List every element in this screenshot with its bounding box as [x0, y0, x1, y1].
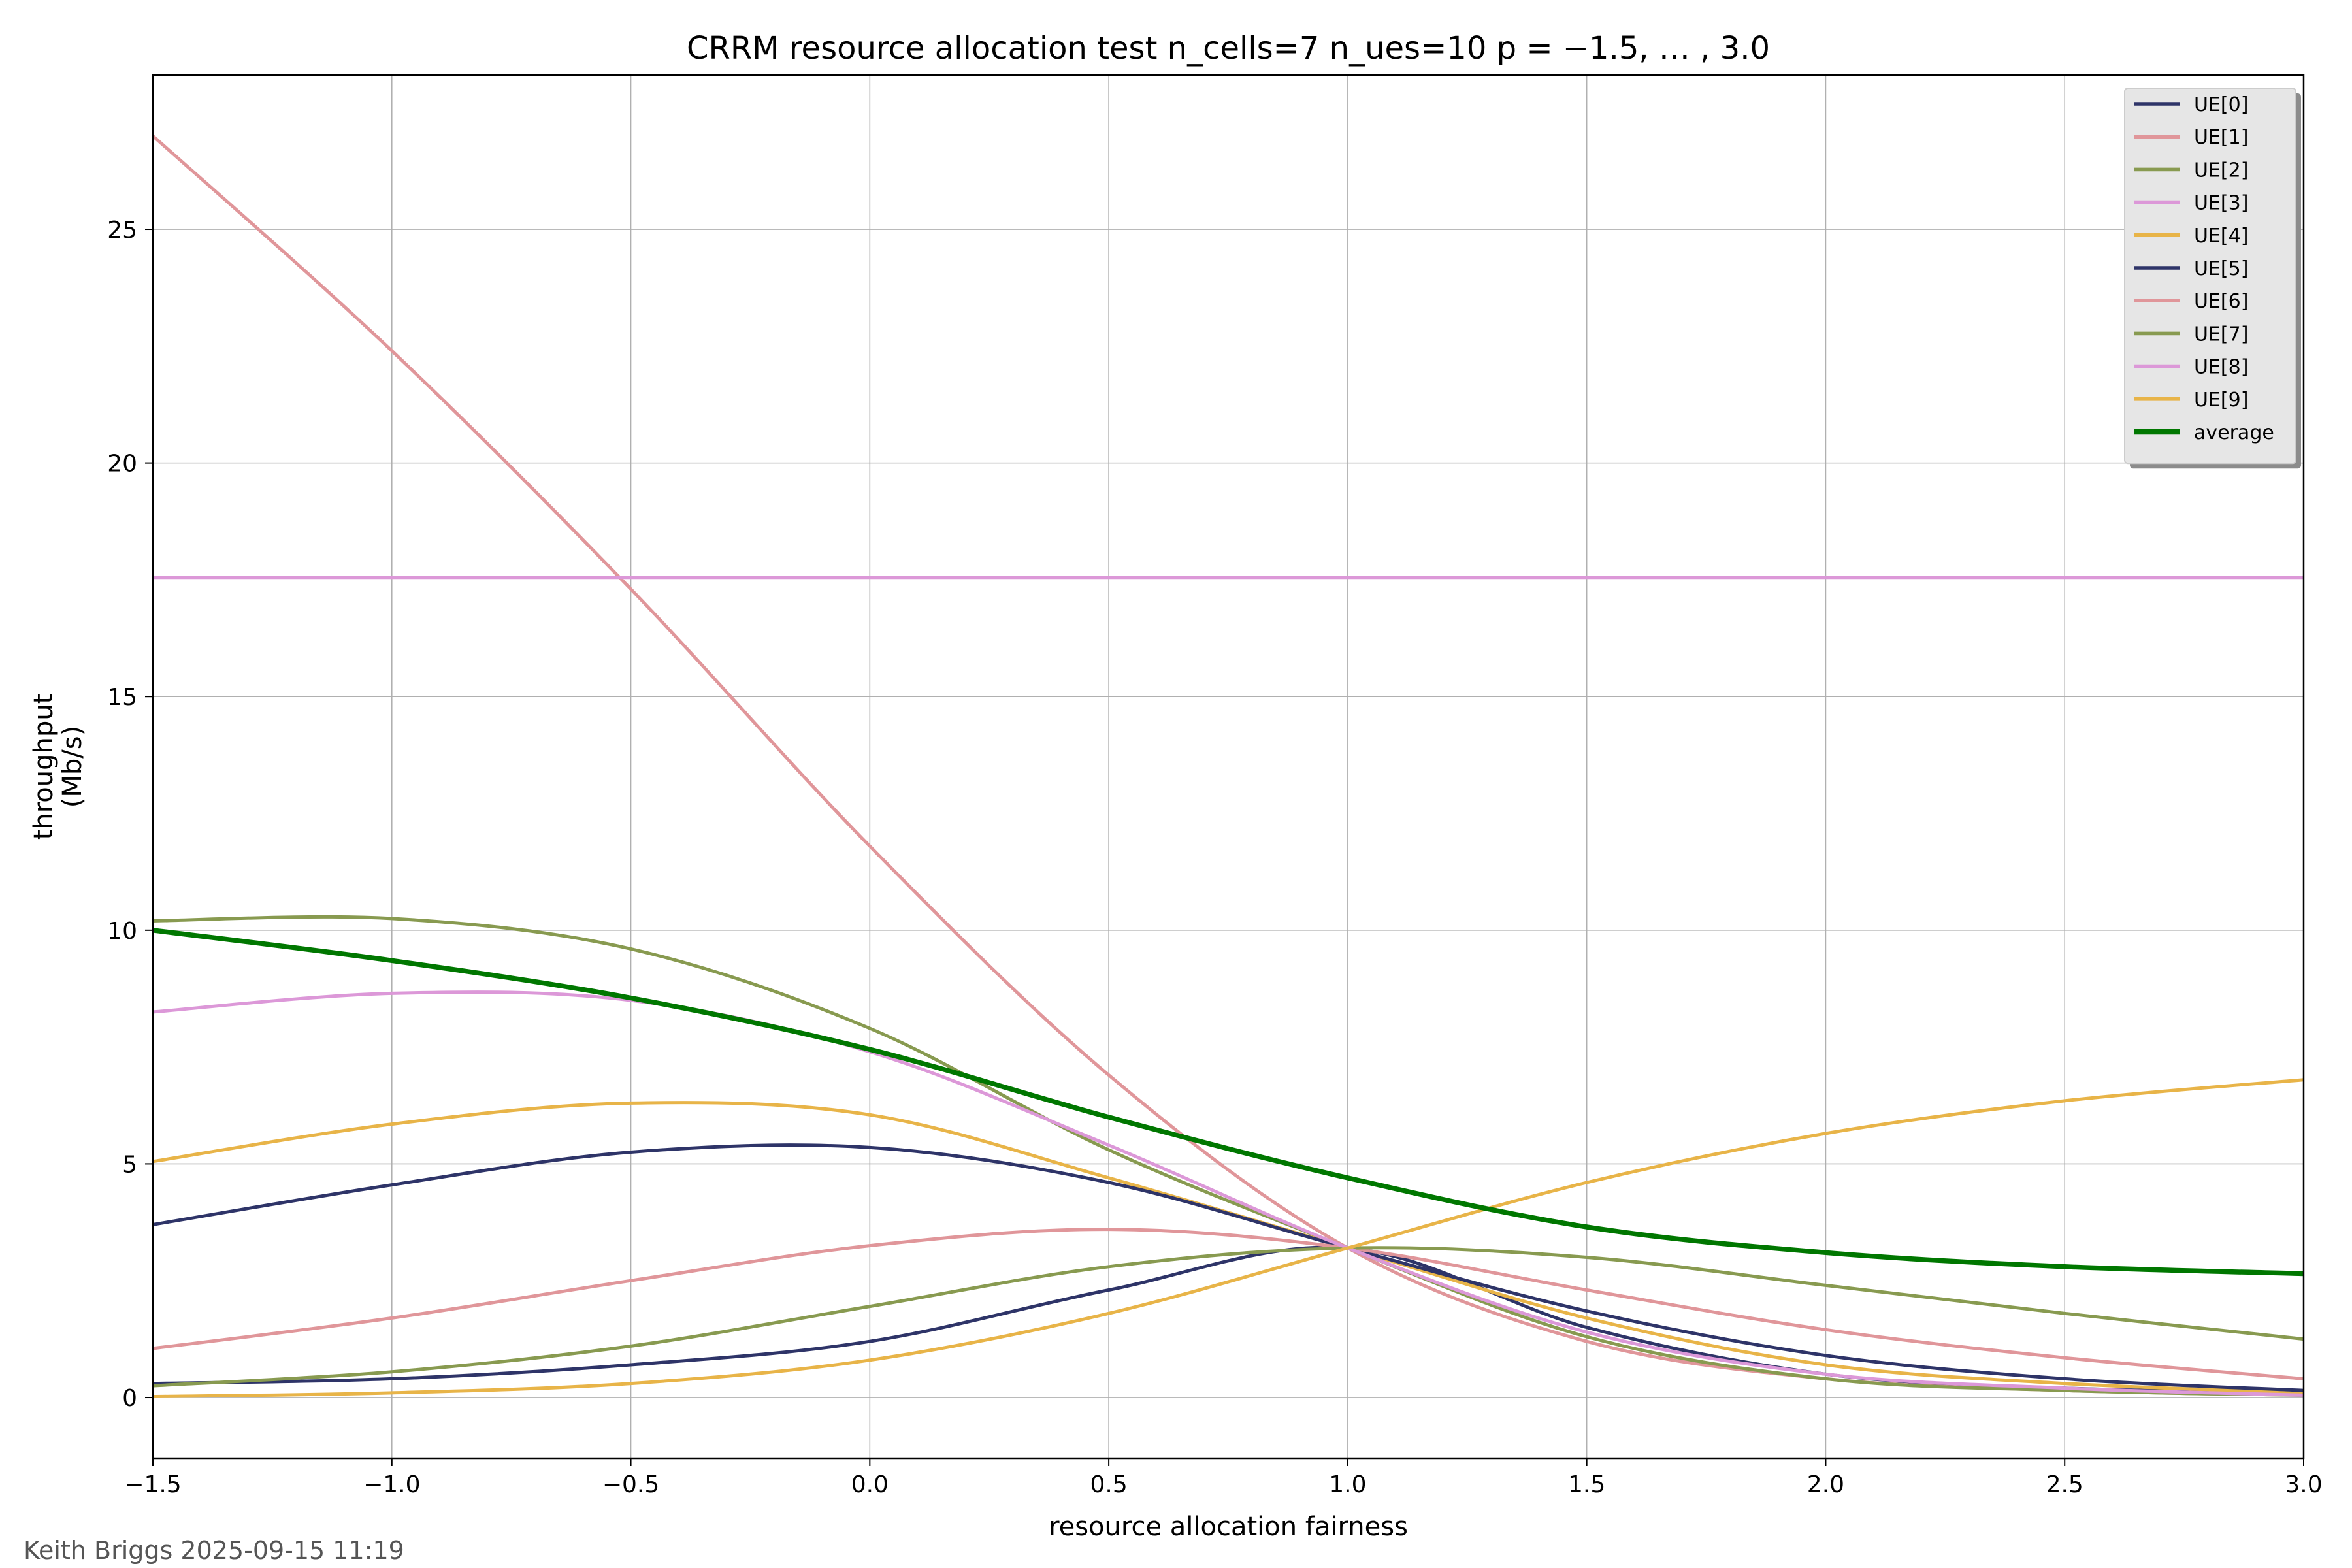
- y-axis-label-line1: throughput: [29, 694, 59, 840]
- legend-entry-label: UE[3]: [2194, 192, 2248, 215]
- legend-entry-label: UE[1]: [2194, 126, 2248, 149]
- x-tick-label: 2.0: [1807, 1471, 1844, 1498]
- legend-entry-label: UE[7]: [2194, 323, 2248, 346]
- x-tick-label: −1.5: [124, 1471, 181, 1498]
- series-line-average: [152, 928, 2304, 1277]
- series-line-ue-5: [152, 1143, 2304, 1392]
- chart-title: CRRM resource allocation test n_cells=7 …: [687, 30, 1770, 67]
- x-axis-label: resource allocation fairness: [1049, 1512, 1408, 1542]
- y-tick-label: 10: [107, 918, 137, 945]
- x-tick-label: 2.5: [2046, 1471, 2083, 1498]
- legend-entry-label: UE[9]: [2194, 389, 2248, 412]
- x-tick-label: 1.5: [1568, 1471, 1605, 1498]
- plot-frame: [152, 74, 2305, 1460]
- series-line-ue-7: [152, 1246, 2304, 1388]
- x-tick-label: 3.0: [2285, 1471, 2322, 1498]
- x-tick-label: 0.0: [851, 1471, 889, 1498]
- x-tick-label: 1.0: [1329, 1471, 1366, 1498]
- legend-box: [2124, 88, 2296, 465]
- y-axis-label: throughput (Mb/s): [29, 694, 88, 840]
- x-tick-label: −1.0: [363, 1471, 420, 1498]
- x-tick-label: 0.5: [1090, 1471, 1127, 1498]
- series-line-ue-8: [152, 990, 2304, 1397]
- axis-ticks: −1.5 −1.0 −0.5 0.0 0.5 1.0 1.5 2.0 2.5 3.0 0 5 10 15 2…: [107, 217, 2322, 1498]
- grid: [152, 75, 2304, 1458]
- series-line-ue-2: [152, 915, 2304, 1397]
- legend: UE[0] UE[1] UE[2] UE[3] UE[4] UE[5] UE[6] UE[7]…: [2124, 88, 2301, 469]
- series-line-ue-9: [152, 1078, 2304, 1399]
- legend-entry-label: UE[4]: [2194, 225, 2248, 248]
- y-tick-label: 20: [107, 451, 137, 478]
- y-tick-label: 15: [107, 684, 137, 711]
- y-tick-label: 5: [122, 1151, 137, 1178]
- legend-entry-label: UE[0]: [2194, 93, 2248, 116]
- x-tick-label: −0.5: [602, 1471, 659, 1498]
- legend-entry-label: average: [2194, 421, 2274, 444]
- legend-entry-label: UE[6]: [2194, 290, 2248, 313]
- y-tick-label: 25: [107, 217, 137, 244]
- footer-credit: Keith Briggs 2025-09-15 11:19: [24, 1536, 404, 1565]
- legend-entry-label: UE[2]: [2194, 159, 2248, 182]
- series-lines: [152, 135, 2304, 1399]
- series-line-ue-6: [152, 1228, 2304, 1380]
- legend-entry-label: UE[5]: [2194, 257, 2248, 280]
- y-tick-label: 0: [122, 1385, 137, 1412]
- y-axis-label-line2: (Mb/s): [57, 726, 88, 808]
- legend-entry-label: UE[8]: [2194, 356, 2248, 379]
